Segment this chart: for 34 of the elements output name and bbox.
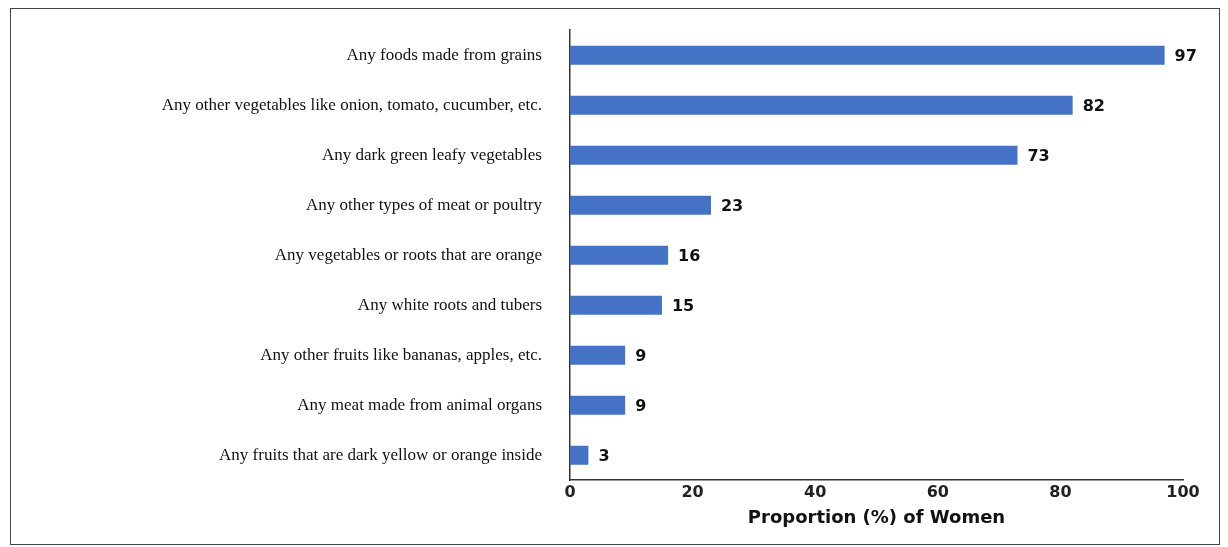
y-tick-label: Any other vegetables like onion, tomato, cucumber, etc. bbox=[161, 94, 542, 114]
bar bbox=[570, 295, 662, 315]
bar bbox=[570, 195, 711, 215]
y-tick-label: Any other fruits like bananas, apples, etc. bbox=[260, 344, 542, 364]
data-label: 3 bbox=[598, 446, 610, 466]
bar bbox=[570, 45, 1165, 65]
x-axis-title: Proportion (%) of Women bbox=[747, 505, 1006, 527]
y-tick-label: Any white roots and tubers bbox=[357, 294, 542, 314]
bar bbox=[570, 345, 626, 365]
y-tick-label: Any fruits that are dark yellow or orange inside bbox=[219, 444, 542, 464]
bar bbox=[570, 445, 589, 465]
data-label: 9 bbox=[635, 346, 647, 366]
y-tick-label: Any meat made from animal organs bbox=[297, 394, 542, 414]
bar bbox=[570, 395, 626, 415]
y-tick-label: Any dark green leafy vegetables bbox=[322, 144, 542, 164]
data-label: 23 bbox=[720, 196, 744, 216]
y-tick-label: Any foods made from grains bbox=[346, 44, 542, 64]
data-label: 82 bbox=[1082, 96, 1105, 116]
x-tick-label: 0 bbox=[564, 481, 576, 501]
x-tick-label: 60 bbox=[926, 481, 949, 501]
bar bbox=[570, 145, 1018, 165]
bar bbox=[570, 95, 1073, 115]
x-tick-label: 20 bbox=[681, 481, 704, 501]
y-tick-label: Any vegetables or roots that are orange bbox=[274, 244, 542, 264]
data-label: 97 bbox=[1174, 46, 1197, 66]
data-label: 16 bbox=[678, 246, 701, 266]
data-label: 73 bbox=[1027, 146, 1050, 166]
bar bbox=[570, 245, 669, 265]
data-label: 15 bbox=[671, 296, 695, 316]
y-tick-label: Any other types of meat or poultry bbox=[305, 194, 543, 214]
x-tick-label: 40 bbox=[804, 481, 827, 501]
x-tick-label: 80 bbox=[1049, 481, 1072, 501]
data-label: 9 bbox=[635, 396, 647, 416]
x-tick-label: 100 bbox=[1166, 481, 1200, 501]
